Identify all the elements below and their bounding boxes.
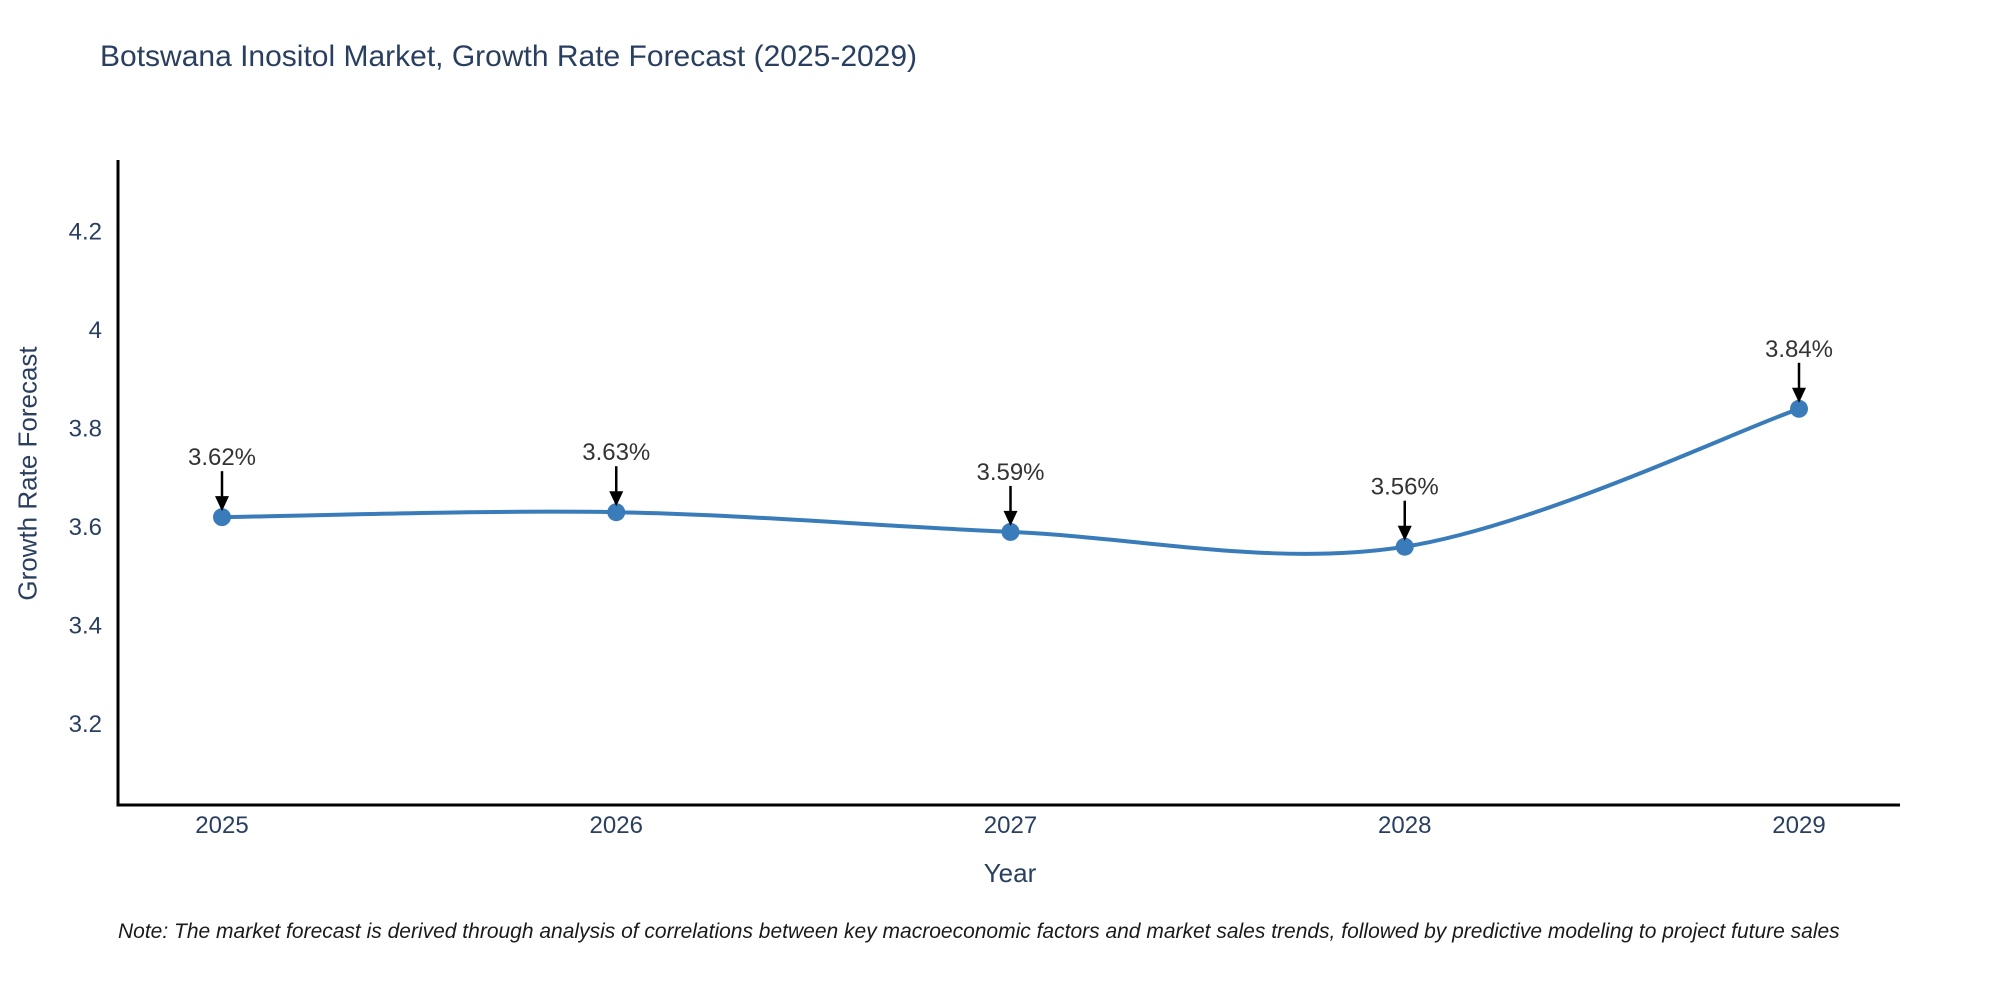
annotation-arrowhead xyxy=(1792,387,1806,403)
y-axis-title: Growth Rate Forecast xyxy=(12,346,43,601)
annotation-label: 3.62% xyxy=(188,444,256,471)
y-tick-label: 4 xyxy=(89,317,102,344)
data-point-marker[interactable] xyxy=(213,508,231,527)
annotation-label: 3.84% xyxy=(1765,336,1833,363)
annotation-label: 3.56% xyxy=(1371,474,1439,501)
x-tick-label: 2029 xyxy=(1772,812,1825,839)
x-tick-label: 2027 xyxy=(984,812,1037,839)
annotation-arrowhead xyxy=(1397,525,1412,541)
data-point-marker[interactable] xyxy=(607,503,626,522)
annotation-label: 3.63% xyxy=(582,439,650,466)
y-tick-label: 4.2 xyxy=(69,219,102,246)
data-point-marker[interactable] xyxy=(1790,399,1808,418)
data-point-marker[interactable] xyxy=(1395,537,1414,556)
x-tick-label: 2025 xyxy=(195,812,248,839)
annotation-label: 3.59% xyxy=(976,459,1044,486)
data-point-marker[interactable] xyxy=(1001,522,1020,541)
y-tick-label: 3.8 xyxy=(69,416,102,443)
x-tick-label: 2028 xyxy=(1378,812,1431,839)
annotation-arrowhead xyxy=(1003,510,1018,526)
y-tick-label: 3.4 xyxy=(69,613,102,640)
y-tick-label: 3.2 xyxy=(69,711,102,738)
annotation-arrowhead xyxy=(215,496,229,512)
x-axis-title: Year xyxy=(983,858,1037,888)
x-tick-label: 2026 xyxy=(590,812,643,839)
annotation-arrowhead xyxy=(609,491,624,507)
footnote: Note: The market forecast is derived thr… xyxy=(118,920,1840,943)
chart-title: Botswana Inositol Market, Growth Rate Fo… xyxy=(100,40,918,73)
y-tick-label: 3.6 xyxy=(69,514,102,541)
